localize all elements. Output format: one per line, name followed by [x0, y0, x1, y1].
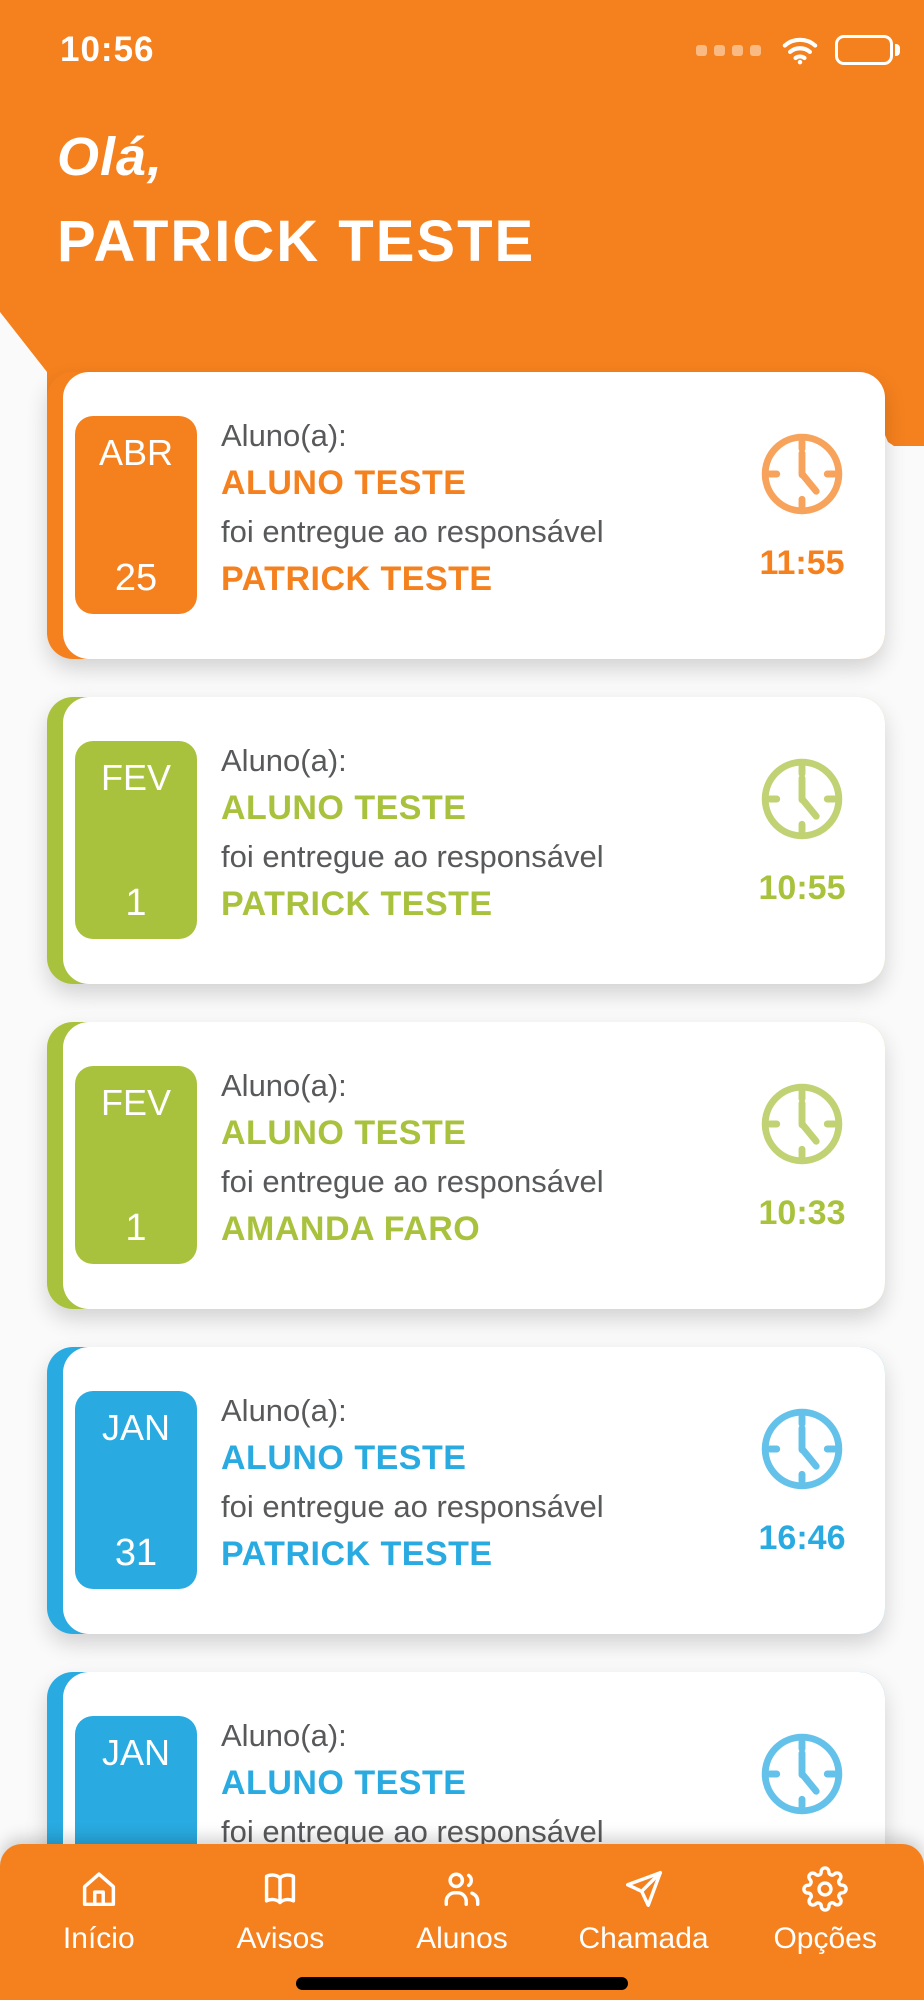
greeting-username: PATRICK TESTE — [57, 209, 536, 274]
battery-icon — [835, 35, 900, 65]
delivery-time-block: 10:55 — [747, 741, 857, 948]
nav-item-inicio[interactable]: Início — [34, 1866, 164, 1956]
home-icon — [82, 1872, 115, 1907]
greeting-hello: Olá, — [57, 127, 164, 187]
student-label: Aluno(a): — [221, 418, 347, 453]
delivery-time: 16:46 — [758, 1519, 846, 1557]
student-name: ALUNO TESTE — [221, 1764, 467, 1802]
send-icon — [625, 1870, 662, 1908]
delivery-card[interactable]: ABR 25 Aluno(a): ALUNO TESTE foi entregu… — [47, 372, 885, 659]
student-label: Aluno(a): — [221, 1068, 347, 1103]
student-name: ALUNO TESTE — [221, 1114, 467, 1152]
date-day: 1 — [125, 1207, 147, 1249]
nav-label: Alunos — [416, 1922, 508, 1955]
delivery-card[interactable]: FEV 1 Aluno(a): ALUNO TESTE foi entregue… — [47, 1022, 885, 1309]
gear-icon — [802, 1866, 848, 1912]
student-label: Aluno(a): — [221, 1718, 347, 1753]
delivery-card[interactable]: JAN 31 Aluno(a): ALUNO TESTE foi entregu… — [47, 1347, 885, 1634]
delivery-time: 11:55 — [759, 544, 845, 582]
delivery-text: foi entregue ao responsável — [221, 839, 604, 874]
status-time: 10:56 — [60, 30, 155, 69]
students-icon — [444, 1872, 480, 1907]
date-month: JAN — [101, 1732, 170, 1773]
nav-label: Avisos — [236, 1922, 325, 1955]
student-name: ALUNO TESTE — [221, 464, 467, 502]
delivery-time-block: 16:46 — [747, 1391, 857, 1598]
nav-item-alunos[interactable]: Alunos — [397, 1866, 527, 1956]
delivery-info: Aluno(a): ALUNO TESTE foi entregue ao re… — [221, 741, 604, 948]
nav-item-avisos[interactable]: Avisos — [215, 1866, 345, 1956]
guardian-name: PATRICK TESTE — [221, 1535, 493, 1573]
delivery-text: foi entregue ao responsável — [221, 1489, 604, 1524]
delivery-info: Aluno(a): ALUNO TESTE foi entregue ao re… — [221, 1391, 604, 1598]
delivery-time-block — [747, 1716, 857, 1923]
date-badge: FEV 1 — [75, 741, 197, 939]
delivery-card-body: FEV 1 Aluno(a): ALUNO TESTE foi entregue… — [63, 697, 885, 984]
nav-item-opcoes[interactable]: Opções — [760, 1866, 890, 1956]
wifi-icon — [782, 37, 818, 65]
date-month: ABR — [98, 432, 174, 473]
date-badge: FEV 1 — [75, 1066, 197, 1264]
date-month: JAN — [101, 1407, 170, 1448]
cellular-signal-icon — [696, 44, 761, 56]
bottom-nav: Início Avisos Alunos Chamada Opções — [0, 1844, 924, 2000]
date-day: 31 — [114, 1532, 158, 1574]
app-header: 10:56 Olá, PATRICK TESTE — [0, 0, 924, 446]
clock-icon — [761, 758, 843, 840]
delivery-card[interactable]: FEV 1 Aluno(a): ALUNO TESTE foi entregue… — [47, 697, 885, 984]
delivery-info: Aluno(a): ALUNO TESTE foi entregue ao re… — [221, 416, 604, 623]
nav-item-chamada[interactable]: Chamada — [579, 1866, 709, 1956]
delivery-text: foi entregue ao responsável — [221, 514, 604, 549]
date-badge: ABR 25 — [75, 416, 197, 614]
delivery-time: 10:33 — [758, 1194, 846, 1232]
delivery-time-block: 10:33 — [747, 1066, 857, 1273]
status-icons — [696, 34, 900, 66]
greeting-block: Olá, PATRICK TESTE — [0, 126, 924, 275]
delivery-time-block: 11:55 — [747, 416, 857, 623]
nav-label: Opções — [773, 1922, 877, 1955]
delivery-card-list: ABR 25 Aluno(a): ALUNO TESTE foi entregu… — [0, 372, 924, 1959]
delivery-card-body: ABR 25 Aluno(a): ALUNO TESTE foi entregu… — [63, 372, 885, 659]
status-bar: 10:56 — [0, 0, 924, 74]
nav-label: Chamada — [578, 1922, 709, 1955]
date-day: 1 — [125, 882, 147, 924]
date-day: 25 — [114, 557, 158, 599]
date-badge: JAN 31 — [75, 1391, 197, 1589]
student-name: ALUNO TESTE — [221, 1439, 467, 1477]
guardian-name: AMANDA FARO — [221, 1210, 481, 1248]
delivery-text: foi entregue ao responsável — [221, 1814, 604, 1849]
student-label: Aluno(a): — [221, 1393, 347, 1428]
delivery-info: Aluno(a): ALUNO TESTE foi entregue ao re… — [221, 1066, 604, 1273]
clock-icon — [761, 1733, 843, 1815]
student-label: Aluno(a): — [221, 743, 347, 778]
delivery-card-body: JAN 31 Aluno(a): ALUNO TESTE foi entregu… — [63, 1347, 885, 1634]
delivery-text: foi entregue ao responsável — [221, 1164, 604, 1199]
clock-icon — [761, 1408, 843, 1490]
date-month: FEV — [100, 757, 171, 798]
guardian-name: PATRICK TESTE — [221, 885, 493, 923]
clock-icon — [761, 433, 843, 515]
delivery-info: Aluno(a): ALUNO TESTE foi entregue ao re… — [221, 1716, 604, 1923]
student-name: ALUNO TESTE — [221, 789, 467, 827]
clock-icon — [761, 1083, 843, 1165]
guardian-name: PATRICK TESTE — [221, 560, 493, 598]
nav-label: Início — [62, 1922, 135, 1955]
date-month: FEV — [100, 1082, 171, 1123]
home-indicator[interactable] — [296, 1977, 628, 1990]
delivery-time: 10:55 — [758, 869, 846, 907]
delivery-card-body: FEV 1 Aluno(a): ALUNO TESTE foi entregue… — [63, 1022, 885, 1309]
book-icon — [265, 1873, 296, 1905]
